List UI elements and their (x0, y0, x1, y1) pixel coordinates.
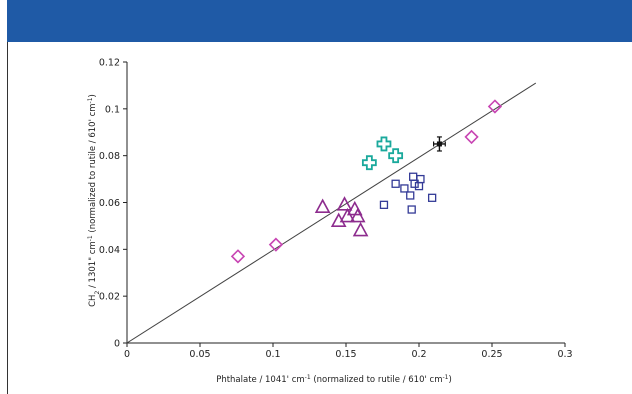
y-tick-label: 0 (114, 339, 120, 350)
x-tick-label: 0.05 (189, 349, 210, 360)
square-point (427, 193, 437, 202)
data-points (230, 99, 503, 264)
x-tick-label: 0.2 (411, 349, 426, 360)
square-point (416, 174, 425, 184)
y-tick-label: 0.02 (99, 292, 120, 303)
y-tick-label: 0.04 (99, 245, 120, 256)
square-point (406, 191, 415, 200)
cross-point (361, 155, 377, 171)
y-tick-label: 0.12 (99, 58, 120, 69)
square-point (410, 179, 419, 188)
header-banner (7, 0, 632, 42)
cross-point (376, 136, 392, 152)
x-tick-label: 0.15 (335, 349, 356, 360)
x-tick-label: 0.25 (481, 349, 502, 360)
triangle-point (339, 207, 356, 223)
triangle-point (349, 207, 366, 223)
y-tick-label: 0.08 (99, 151, 120, 162)
diamond-point (230, 249, 246, 264)
y-tick-label: 0.06 (99, 198, 120, 209)
square-point (409, 172, 418, 181)
frame-left-border (7, 42, 8, 394)
square-point (379, 200, 389, 209)
diamond-point (487, 99, 503, 114)
y-axis-label: CH2 / 1301" cm-1 (normalized to rutile /… (87, 94, 101, 307)
ticks: 0 0.05 0.1 0.15 0.2 0.25 0.3 0 0.02 0.04 0.06 0.08 0… (99, 58, 573, 361)
errorbar-point (433, 136, 446, 152)
square-point (407, 205, 416, 214)
square-point (391, 179, 400, 188)
diamond-point (464, 129, 479, 145)
diamond-point (268, 237, 284, 252)
square-point (414, 181, 424, 191)
x-axis-label: Phthalate / 1041' cm-1 (normalized to ru… (216, 374, 452, 386)
fit-line (126, 82, 537, 344)
x-tick-label: 0 (124, 349, 130, 360)
square-point (400, 184, 409, 193)
y-tick-label: 0.1 (105, 104, 120, 115)
triangle-point (336, 196, 353, 211)
x-tick-label: 0.1 (265, 349, 280, 360)
triangle-point (352, 221, 369, 237)
x-tick-label: 0.3 (557, 349, 572, 360)
triangle-point (314, 198, 331, 213)
cross-point (388, 148, 404, 164)
